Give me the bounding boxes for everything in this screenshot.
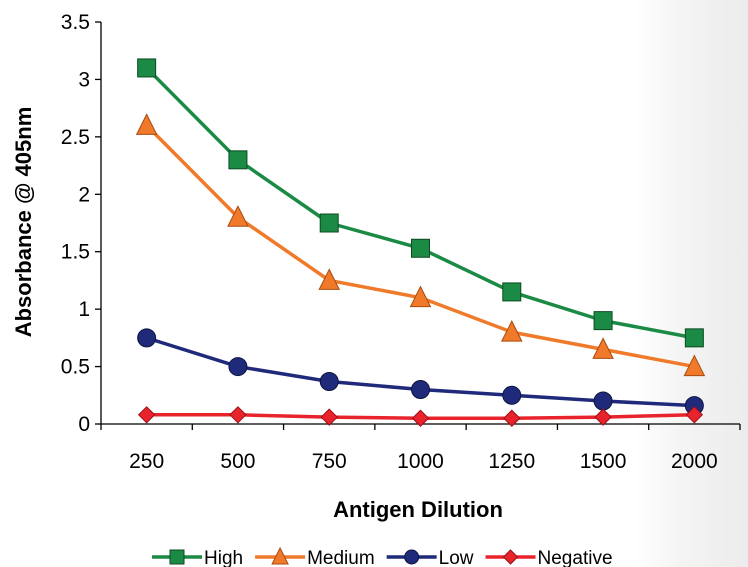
legend-item-high: High [152, 548, 243, 567]
x-axis-title: Antigen Dilution [333, 497, 503, 522]
legend-marker-negative [502, 549, 519, 565]
data-point-low [593, 391, 613, 411]
data-point-negative [411, 409, 430, 427]
data-point-high [228, 150, 248, 170]
x-tick-label: 1000 [397, 450, 444, 473]
x-tick-label: 250 [129, 450, 164, 473]
x-tick-label: 1250 [488, 450, 535, 473]
legend-item-low: Low [386, 548, 474, 567]
x-tick-labels: 250 500 750 1000 1250 1500 2000 [129, 450, 718, 473]
data-point-medium [500, 319, 523, 342]
y-tick-label: 0.5 [61, 356, 90, 379]
series-low [137, 328, 704, 416]
data-point-medium [592, 337, 614, 359]
legend-item-medium: Medium [255, 546, 375, 567]
series-medium [135, 113, 706, 377]
legend-label-medium: Medium [307, 548, 375, 567]
series-high [137, 58, 704, 348]
data-point-low [228, 357, 248, 377]
y-tick-label: 3 [78, 68, 90, 91]
y-tick-label: 1.5 [61, 241, 90, 264]
data-point-medium [135, 113, 158, 135]
data-point-negative [320, 408, 338, 426]
data-point-medium [318, 268, 341, 290]
legend-marker-low [404, 549, 420, 565]
data-point-negative [229, 406, 247, 424]
legend-item-negative: Negative [485, 548, 613, 567]
legend-label-low: Low [439, 548, 474, 567]
data-point-high [319, 213, 339, 233]
data-point-medium [683, 354, 706, 377]
series-layer [135, 58, 706, 427]
x-tick-label: 2000 [671, 450, 718, 473]
data-point-negative [685, 406, 704, 424]
series-negative [137, 406, 704, 427]
x-tick-label: 750 [312, 450, 347, 473]
data-point-low [411, 380, 430, 400]
y-axis-title: Absorbance @ 405nm [11, 107, 36, 338]
y-tick-label: 2.5 [61, 126, 90, 149]
background-shade [636, 0, 748, 567]
data-point-low [319, 372, 339, 392]
y-tick-labels: 0 0.5 1 1.5 2 2.5 3 3.5 [61, 11, 90, 436]
x-tick-label: 1500 [580, 450, 627, 473]
data-point-low [502, 385, 522, 405]
data-point-high [137, 58, 157, 78]
data-point-negative [594, 408, 612, 426]
data-point-high [502, 282, 522, 302]
data-point-low [137, 328, 157, 348]
y-tick-label: 2 [78, 183, 90, 206]
legend-label-high: High [204, 548, 243, 567]
y-tick-label: 0 [78, 413, 90, 436]
y-tick-label: 3.5 [61, 11, 90, 34]
data-point-high [684, 328, 704, 348]
x-tick-label: 500 [220, 450, 255, 473]
data-point-high [411, 238, 430, 258]
legend: High Medium Low Negative [152, 546, 613, 567]
data-point-negative [503, 409, 521, 427]
legend-label-negative: Negative [538, 548, 613, 567]
axes [95, 21, 741, 430]
data-point-medium [227, 205, 249, 227]
data-point-high [593, 311, 613, 331]
y-tick-label: 1 [78, 298, 90, 321]
legend-marker-medium [271, 546, 289, 565]
data-point-negative [137, 406, 156, 424]
legend-marker-high [169, 549, 185, 565]
data-point-medium [409, 285, 432, 308]
